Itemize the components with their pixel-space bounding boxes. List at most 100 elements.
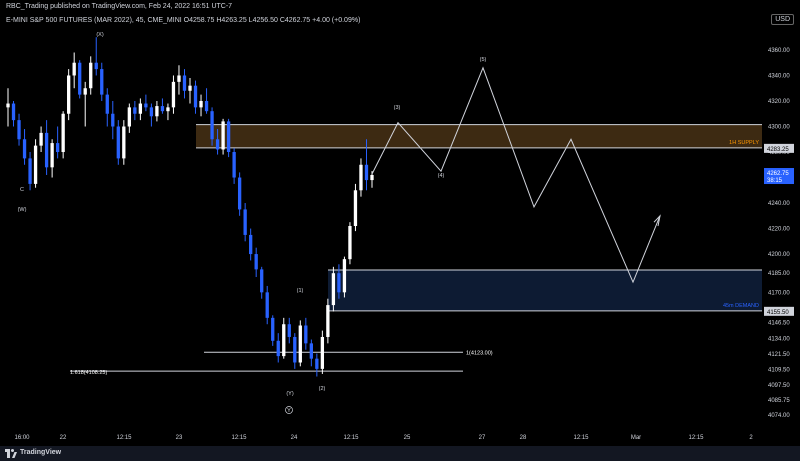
x-tick-label: 27 — [479, 435, 486, 441]
candle-body — [67, 75, 71, 114]
countdown-label: 38:15 — [767, 178, 783, 184]
candle-body — [149, 107, 154, 117]
tradingview-brand: TradingView — [20, 449, 62, 456]
y-tick-label: 4185.00 — [768, 271, 790, 277]
symbol-info-line: E-MINI S&P 500 FUTURES (MAR 2022), 45, C… — [6, 17, 360, 24]
candle-body — [237, 177, 242, 210]
y-tick-label: 4121.50 — [768, 352, 790, 358]
candle-body — [116, 126, 120, 159]
candle-body — [199, 100, 203, 108]
candle-body — [359, 164, 363, 191]
candle-body — [298, 325, 302, 363]
x-tick-label: 25 — [404, 435, 411, 441]
y-tick-label: 4220.00 — [768, 227, 790, 233]
candle-body — [33, 145, 38, 184]
candle-body — [100, 69, 104, 95]
price-tag — [764, 306, 794, 316]
candle-body — [105, 94, 109, 114]
x-tick-label: 12:15 — [573, 435, 589, 441]
candle-body — [50, 143, 54, 168]
candle-body — [138, 103, 143, 114]
candle-body — [254, 254, 258, 270]
price-tag-label: 4283.25 — [767, 147, 789, 153]
candle-body — [182, 75, 187, 91]
price-tag-label: 4155.50 — [767, 310, 789, 316]
zone-label: 45m DEMAND — [723, 303, 759, 309]
candle-body — [320, 336, 325, 369]
y-tick-label: 4134.00 — [768, 336, 790, 342]
y-tick-label: 4320.00 — [768, 99, 790, 105]
wave-label: (3) — [394, 105, 401, 111]
candle-body — [171, 81, 176, 108]
candle-body — [28, 158, 32, 184]
wave-label: (2) — [319, 386, 326, 392]
zone-label: 1H SUPPLY — [729, 140, 759, 146]
x-tick-label: 23 — [176, 435, 183, 441]
candle-body — [61, 113, 65, 153]
y-tick-label: 4109.50 — [768, 368, 790, 374]
candle-body — [287, 324, 291, 337]
candle-body — [304, 325, 308, 344]
arrow-head-icon — [653, 214, 661, 227]
candle-body — [122, 126, 126, 159]
y-tick-label: 4280.00 — [768, 150, 790, 156]
ohlc-open: O4258.75 — [183, 17, 215, 24]
wave-label: (5) — [480, 57, 487, 63]
candle-body — [260, 269, 264, 293]
y-tick-label: 4146.50 — [768, 320, 790, 326]
wave-projection-line — [371, 66, 661, 284]
candle-body — [293, 336, 297, 363]
currency-button[interactable]: USD — [771, 14, 794, 25]
x-tick-label: 24 — [291, 435, 298, 441]
y-tick-label: 4085.75 — [768, 398, 790, 404]
candle-body — [353, 190, 358, 226]
x-tick-label: 12:15 — [688, 435, 704, 441]
candle-body — [265, 292, 269, 318]
candle-body — [309, 343, 313, 359]
fib-label: 1(4123.00) — [466, 350, 493, 356]
candle-body — [204, 100, 209, 112]
tradingview-logo-icon — [5, 449, 17, 458]
ohlc-high: H4263.25 — [216, 17, 247, 24]
candle-body — [177, 75, 181, 82]
candle-body — [193, 85, 198, 108]
y-tick-label: 4200.00 — [768, 252, 790, 258]
price-chart[interactable]: 1H SUPPLY 45m DEMAND 1(4123.00) 1.618(4108.… — [0, 0, 800, 446]
ohlc-change: +4.00 (+0.09%) — [312, 17, 361, 24]
x-tick-label: 12:15 — [343, 435, 359, 441]
candle-body — [249, 234, 253, 255]
candle-body — [243, 209, 247, 235]
wave-label: Y — [287, 408, 291, 414]
candle-body — [271, 317, 275, 341]
y-tick-label: 4097.50 — [768, 383, 790, 389]
candle-body — [89, 62, 93, 89]
candle-body — [127, 107, 131, 127]
x-tick-label: 2 — [749, 435, 753, 441]
x-tick-label: 12:15 — [231, 435, 247, 441]
wave-label: (1) — [297, 288, 304, 294]
candle-body — [6, 103, 10, 108]
candle-body — [282, 324, 286, 357]
footer-bar: TradingView — [0, 446, 800, 461]
candle-body — [17, 120, 21, 140]
candle-body — [133, 107, 137, 114]
candle-body — [39, 132, 43, 146]
candle-body — [337, 273, 341, 293]
candle-body — [144, 103, 148, 108]
candle-body — [232, 152, 236, 178]
candle-body — [364, 164, 369, 181]
candle-body — [348, 226, 352, 260]
candle-body — [155, 106, 159, 117]
y-tick-label: 4300.00 — [768, 125, 790, 131]
current-price-label: 4262.75 — [767, 171, 789, 177]
y-tick-label: 4170.00 — [768, 290, 790, 296]
wave-label: (4) — [438, 173, 445, 179]
candle-body — [22, 139, 27, 159]
candle-body — [188, 85, 192, 91]
candle-body — [55, 143, 60, 153]
fib-label: 1.618(4108.25) — [70, 370, 107, 376]
price-tag — [764, 143, 794, 153]
current-price-tag — [764, 168, 794, 185]
x-tick-label: Mar — [631, 435, 641, 441]
candle-body — [215, 139, 220, 150]
